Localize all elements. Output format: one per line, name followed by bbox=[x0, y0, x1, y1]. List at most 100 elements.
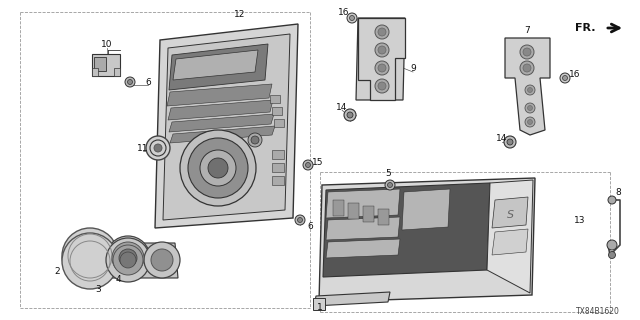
Text: 6: 6 bbox=[145, 77, 151, 86]
Circle shape bbox=[251, 136, 259, 144]
Text: 1: 1 bbox=[317, 303, 323, 313]
Bar bbox=[363, 206, 374, 222]
Circle shape bbox=[563, 76, 568, 81]
Polygon shape bbox=[356, 18, 405, 100]
Bar bbox=[274, 119, 284, 127]
Circle shape bbox=[378, 46, 386, 54]
Circle shape bbox=[527, 87, 532, 92]
Polygon shape bbox=[492, 229, 528, 255]
Circle shape bbox=[527, 119, 532, 124]
Text: 12: 12 bbox=[234, 10, 246, 19]
Polygon shape bbox=[155, 24, 298, 228]
Polygon shape bbox=[169, 114, 274, 132]
Circle shape bbox=[344, 109, 356, 121]
Circle shape bbox=[106, 236, 150, 280]
Text: 5: 5 bbox=[385, 169, 391, 178]
Circle shape bbox=[527, 106, 532, 110]
Circle shape bbox=[248, 133, 262, 147]
Text: 16: 16 bbox=[569, 69, 580, 78]
Text: FR.: FR. bbox=[575, 23, 596, 33]
Circle shape bbox=[200, 150, 236, 186]
Polygon shape bbox=[168, 100, 273, 120]
Circle shape bbox=[154, 144, 162, 152]
Bar bbox=[378, 209, 389, 225]
Circle shape bbox=[120, 252, 136, 268]
Circle shape bbox=[125, 77, 135, 87]
Text: S: S bbox=[506, 210, 513, 220]
Bar bbox=[272, 107, 282, 115]
Text: 16: 16 bbox=[339, 7, 349, 17]
Polygon shape bbox=[492, 197, 528, 228]
Bar bbox=[313, 298, 325, 310]
Circle shape bbox=[525, 117, 535, 127]
Text: 9: 9 bbox=[410, 63, 416, 73]
Circle shape bbox=[520, 45, 534, 59]
Polygon shape bbox=[314, 292, 390, 306]
Text: 13: 13 bbox=[574, 215, 586, 225]
Circle shape bbox=[303, 160, 313, 170]
Circle shape bbox=[504, 136, 516, 148]
Circle shape bbox=[523, 64, 531, 72]
Circle shape bbox=[180, 130, 256, 206]
Circle shape bbox=[151, 249, 173, 271]
Polygon shape bbox=[167, 84, 272, 106]
Bar bbox=[272, 150, 284, 159]
Bar bbox=[94, 57, 106, 71]
Bar bbox=[92, 54, 120, 76]
Text: 4: 4 bbox=[115, 276, 121, 284]
Circle shape bbox=[609, 252, 616, 259]
Circle shape bbox=[525, 85, 535, 95]
Circle shape bbox=[62, 228, 118, 284]
Circle shape bbox=[113, 245, 143, 275]
Polygon shape bbox=[505, 38, 550, 135]
Polygon shape bbox=[170, 126, 275, 143]
Circle shape bbox=[188, 138, 248, 198]
Polygon shape bbox=[326, 217, 400, 240]
Circle shape bbox=[520, 61, 534, 75]
Circle shape bbox=[507, 139, 513, 145]
Bar bbox=[272, 163, 284, 172]
Text: 2: 2 bbox=[54, 267, 60, 276]
Bar bbox=[92, 68, 98, 76]
Circle shape bbox=[378, 28, 386, 36]
Polygon shape bbox=[68, 243, 178, 278]
Circle shape bbox=[378, 82, 386, 90]
Circle shape bbox=[525, 103, 535, 113]
Circle shape bbox=[295, 215, 305, 225]
Circle shape bbox=[607, 240, 617, 250]
Circle shape bbox=[375, 25, 389, 39]
Bar bbox=[270, 95, 280, 103]
Circle shape bbox=[349, 15, 355, 20]
Circle shape bbox=[378, 64, 386, 72]
Bar bbox=[114, 68, 120, 76]
Circle shape bbox=[387, 182, 392, 188]
Bar bbox=[333, 200, 344, 216]
Polygon shape bbox=[323, 183, 490, 277]
Text: TX84B1620: TX84B1620 bbox=[576, 308, 620, 316]
Polygon shape bbox=[173, 50, 258, 80]
Circle shape bbox=[112, 242, 144, 274]
Text: 7: 7 bbox=[524, 26, 530, 35]
Circle shape bbox=[298, 218, 303, 222]
Polygon shape bbox=[358, 18, 405, 100]
Circle shape bbox=[106, 238, 150, 282]
Circle shape bbox=[127, 79, 132, 84]
Polygon shape bbox=[169, 44, 268, 90]
Circle shape bbox=[208, 158, 228, 178]
Circle shape bbox=[347, 112, 353, 118]
Circle shape bbox=[375, 43, 389, 57]
Circle shape bbox=[385, 180, 395, 190]
Circle shape bbox=[560, 73, 570, 83]
Circle shape bbox=[347, 13, 357, 23]
Text: 10: 10 bbox=[101, 39, 113, 49]
Circle shape bbox=[375, 79, 389, 93]
Polygon shape bbox=[163, 34, 290, 220]
Polygon shape bbox=[326, 189, 400, 218]
Text: 3: 3 bbox=[95, 285, 101, 294]
Bar bbox=[272, 176, 284, 185]
Polygon shape bbox=[326, 239, 400, 258]
Circle shape bbox=[146, 136, 170, 160]
Text: 14: 14 bbox=[496, 133, 508, 142]
Circle shape bbox=[523, 48, 531, 56]
Text: 14: 14 bbox=[336, 102, 348, 111]
